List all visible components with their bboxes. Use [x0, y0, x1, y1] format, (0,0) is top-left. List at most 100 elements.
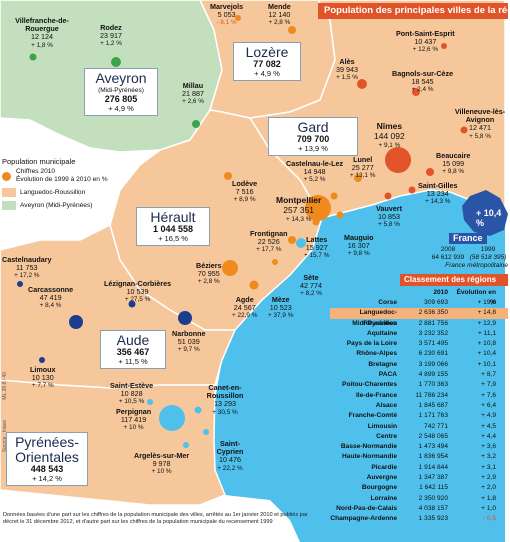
city-lodeve: Lodève 7 516 + 8,9 % [232, 179, 258, 204]
city-marvejols: Marvejols 5 053- 8,1 % [210, 2, 244, 27]
dot-pontsaintesprit [441, 43, 447, 49]
legend-dot-row: Chiffres 2010 Évolution de 1999 à 2010 en… [2, 168, 120, 184]
city-saint-esteve: Saint-Estève 10 828 + 10,5 % [110, 381, 154, 406]
region-evolution: + 10,4 [477, 350, 496, 358]
region-population: 1 347 387 [418, 474, 448, 482]
dept-aude: Aude 356 467 + 11,5 % [100, 330, 166, 369]
region-evolution: + 8,7 [481, 371, 496, 379]
ranking-header: 2010 Évolution en % [330, 288, 508, 306]
legend-title: Population municipale [2, 157, 76, 166]
dot-meze [272, 259, 278, 265]
dept-aveyron: Aveyron (Midi-Pyrénées) 276 805 + 4,9 % [84, 68, 158, 116]
region-name: Rhône-Alpes [356, 350, 397, 358]
dept-name: Aveyron [95, 70, 147, 86]
dot-ales [357, 79, 367, 89]
dept-population: 77 082 [253, 59, 281, 69]
region-evolution: + 7,6 [481, 391, 496, 399]
ranking-table: 2010 Évolution en % Corse 309 693 + 19,0 La… [330, 288, 508, 525]
city-saint-cyprien: Saint-Cyprien 10 476 + 22,2 % [216, 439, 244, 472]
dept-name: Gard [297, 119, 329, 135]
city-beziers: Béziers 70 955 + 2,8 % [196, 261, 222, 286]
city-millau: Millau 21 887 + 2,6 % [182, 81, 204, 106]
dot-argeles [183, 442, 189, 448]
region-name: Basse-Normandie [340, 443, 397, 451]
region-evolution: + 10,8 [477, 340, 496, 348]
region-population: 2 881 756 [418, 319, 448, 327]
region-evolution: + 12,9 [477, 319, 496, 327]
table-row: Poitou-Charentes 1 770 363 + 7,9 [330, 380, 508, 390]
table-row: Lorraine 2 350 920 + 1,8 [330, 494, 508, 504]
table-row: PACA 4 899 155 + 8,7 [330, 370, 508, 380]
table-row: Rhône-Alpes 6 230 691 + 10,4 [330, 349, 508, 359]
region-population: 6 230 691 [418, 350, 448, 358]
region-population: 3 199 066 [418, 360, 448, 368]
table-row: Auvergne 1 347 387 + 2,9 [330, 473, 508, 483]
dept-evolution: + 16,5 % [158, 234, 188, 243]
region-evolution: + 2,9 [481, 474, 496, 482]
legend: Population municipale Chiffres 2010 Évolu… [2, 158, 120, 214]
legend-mp-text: Aveyron (Midi-Pyrénées) [20, 201, 93, 209]
region-name: Pays de la Loire [346, 340, 397, 348]
france-values: 64 612 939 (58 518 395) [431, 254, 507, 261]
region-name: Midi-Pyrénées [352, 319, 397, 327]
city-lunel: Lunel 25 277 + 13,1 % [350, 155, 376, 180]
dot-carcassonne [69, 315, 83, 329]
region-population: 742 771 [424, 422, 448, 430]
col-ev-header: Évolution en % [456, 289, 496, 306]
region-population: 1 335 923 [418, 515, 448, 523]
region-evolution: + 4,5 [481, 422, 496, 430]
dot-nimes [385, 147, 411, 173]
dept-evolution: + 4,9 % [108, 104, 134, 113]
region-population: 1 642 115 [419, 484, 448, 492]
table-row: Ile-de-France 11 786 234 + 7,6 [330, 391, 508, 401]
region-evolution: + 10,1 [477, 360, 496, 368]
region-population: 4 038 157 [418, 504, 448, 512]
title-banner: Population des principales villes de la … [318, 3, 508, 19]
region-name: Languedoc-Roussillon [359, 309, 397, 327]
ranking-rows: Corse 309 693 + 19,0 Languedoc-Roussillon 2 … [330, 298, 508, 525]
city-pont-saint-esprit: Pont-Saint-Esprit 10 437 + 12,6 % [396, 29, 455, 54]
dot-perpignan [159, 405, 185, 431]
dot-bagnols [412, 88, 420, 96]
dept-name: Aude [116, 332, 150, 348]
city-lattes: Lattes 15 927 + 15,7 % [304, 235, 330, 260]
dept-gard: Gard 709 700 + 13,9 % [268, 117, 358, 156]
region-population: 3 571 495 [418, 340, 448, 348]
dot-agde [249, 280, 259, 290]
region-population: 3 232 352 [418, 329, 448, 337]
city-castelnau: Castelnau-le-Lez 14 948 + 5,2 % [286, 159, 344, 184]
region-population: 2 548 065 [418, 432, 448, 440]
city-castelnaudary: Castelnaudary 11 753 + 17,2 % [2, 255, 52, 280]
dot-lodeve [224, 172, 232, 180]
dot-castelnaudary [17, 281, 23, 287]
dot-sete [296, 238, 306, 248]
city-canet: Canet-en-Roussillon 13 293 + 30,5 % [206, 383, 244, 416]
region-name: Auvergne [366, 474, 397, 482]
dept-population: 709 700 [296, 134, 330, 144]
table-row: Limousin 742 771 + 4,5 [330, 422, 508, 432]
orange-dot-icon [2, 171, 11, 181]
city-meze: Mèze 10 523 + 37,9 % [268, 295, 294, 320]
dot-marvejols [235, 15, 241, 21]
city-rodez: Rodez 23 917 + 1,2 % [100, 23, 122, 48]
dot-lunel [354, 174, 362, 182]
city-sete: Sète 42 774 + 8,2 % [300, 273, 322, 298]
dept-population: 356 467 [116, 347, 150, 357]
region-name: Corse [378, 299, 397, 306]
credit-label: ML 28 8 / 40 [2, 372, 8, 400]
region-population: 11 786 234 [415, 391, 448, 399]
region-population: 1 473 494 [418, 443, 448, 451]
region-name: Bourgogne [361, 484, 397, 492]
region-name: Centre [376, 432, 397, 440]
france-label: France [449, 233, 487, 244]
region-name: Lorraine [370, 494, 397, 502]
table-row: Aquitaine 3 232 352 + 11,1 [330, 329, 508, 339]
dot-rodez [111, 57, 121, 67]
dot-narbonne [178, 311, 192, 325]
table-row: Picardie 1 914 844 + 3,1 [330, 463, 508, 473]
dept-po: Pyrénées- Orientales 448 543 + 14,2 % [6, 432, 88, 486]
dot-lezignan [128, 300, 136, 308]
region-name: Haute-Normandie [342, 453, 397, 461]
lr-swatch-icon [2, 188, 16, 197]
region-population: 1 836 954 [418, 453, 448, 461]
